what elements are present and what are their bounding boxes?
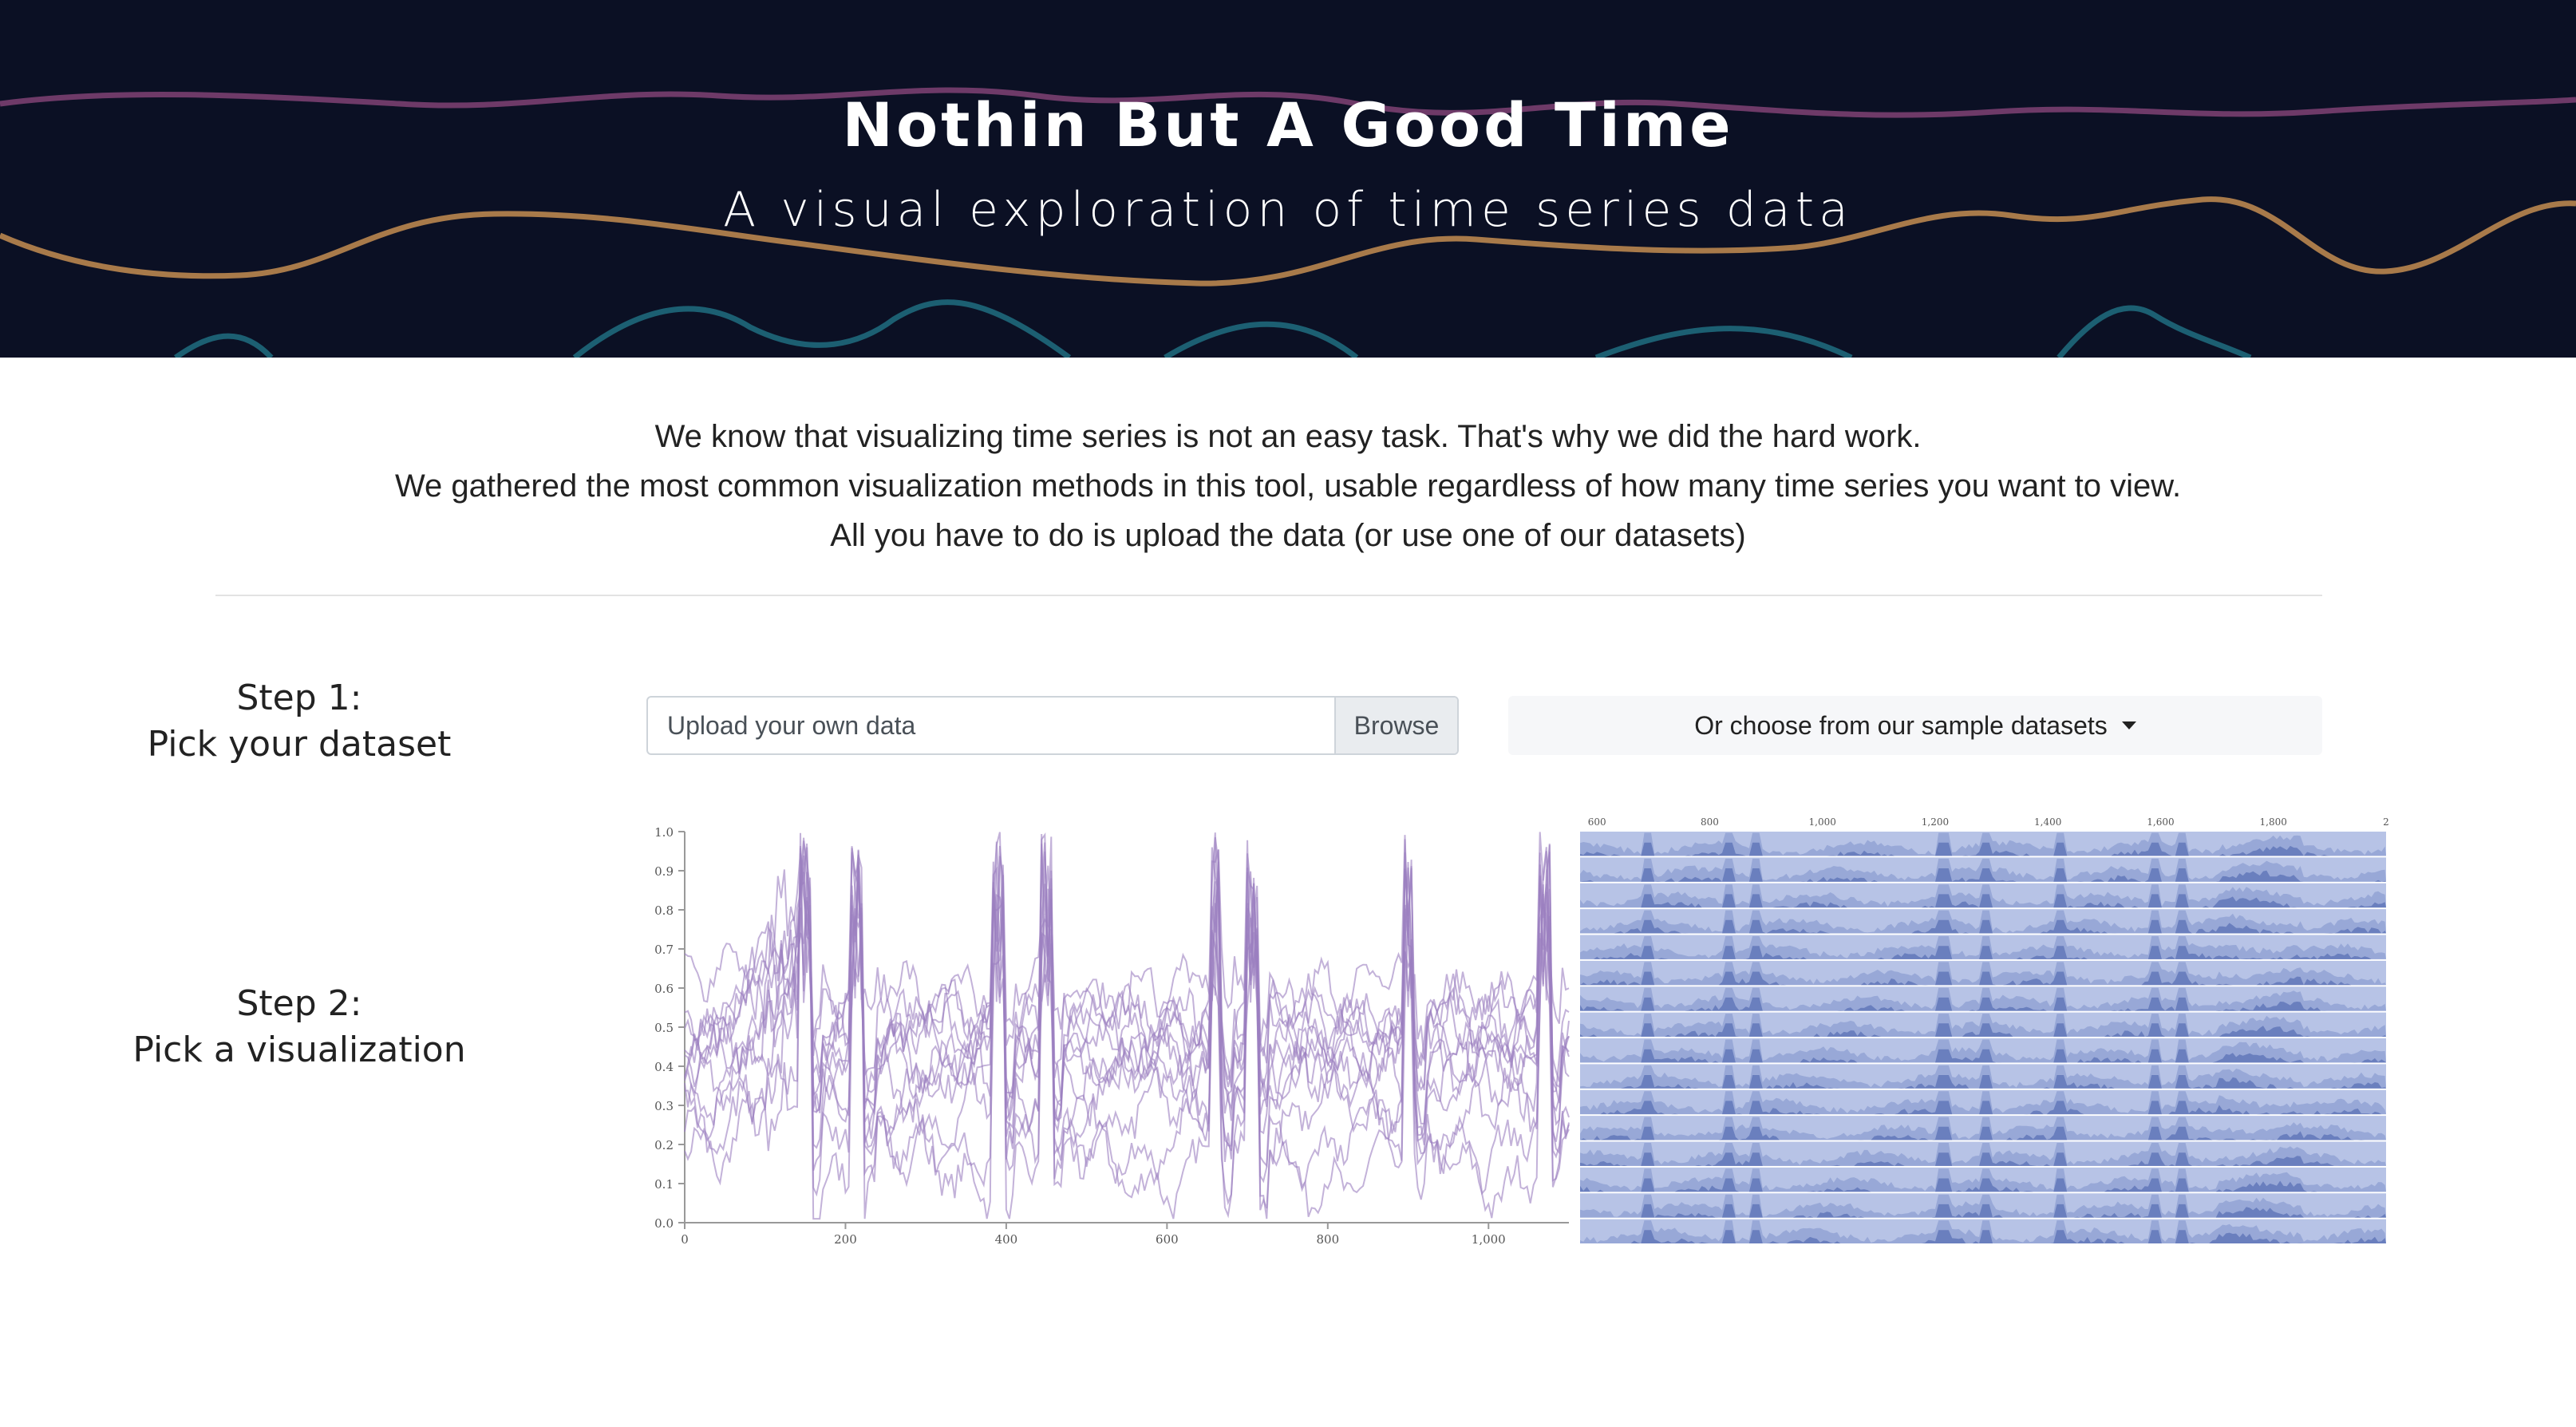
- line-series: [684, 849, 1570, 1125]
- horizon-area: [1580, 842, 2386, 856]
- line-series: [684, 832, 1570, 1126]
- page-title: Nothin But A Good Time: [842, 89, 1734, 160]
- wave-purple: [0, 87, 2576, 118]
- x-tick-label: 2: [2383, 816, 2389, 828]
- y-tick-label: 0.0: [654, 1216, 674, 1231]
- browse-button[interactable]: Browse: [1334, 698, 1457, 753]
- x-tick-label: 1,800: [2260, 816, 2287, 828]
- x-tick-label: 0: [681, 1232, 689, 1245]
- y-tick-label: 0.5: [654, 1021, 674, 1035]
- horizon-area: [1580, 946, 2386, 959]
- y-tick-label: 0.9: [654, 864, 674, 879]
- line-chart: 0.0 0.1 0.2 0.3 0.4 0.5 0.6 0.7 0.8 0.9 1.0 0 200 400…: [654, 825, 1570, 1247]
- x-tick-label: 1,200: [1922, 816, 1949, 828]
- horizon-chart-visualization[interactable]: 600 800 1,000 1,200 1,400 1,600 1,800 2: [1580, 814, 2392, 1245]
- x-tick-label: 1,400: [2034, 816, 2061, 828]
- horizon-area: [1580, 997, 2386, 1011]
- line-series: [684, 836, 1570, 1142]
- intro-line-2: We gathered the most common visualizatio…: [394, 468, 2182, 504]
- y-tick-label: 0.7: [654, 943, 674, 957]
- horizon-area: [1580, 919, 2386, 934]
- y-tick-label: 0.2: [654, 1138, 674, 1152]
- horizon-area: [1580, 1101, 2386, 1115]
- horizon-area: [1580, 1230, 2386, 1243]
- horizon-area: [1580, 1204, 2386, 1218]
- wave-orange: [0, 196, 2576, 287]
- y-tick-label: 1.0: [654, 825, 674, 840]
- x-tick-label: 1,600: [2147, 816, 2174, 828]
- horizon-chart: 600 800 1,000 1,200 1,400 1,600 1,800 2: [1580, 816, 2389, 1243]
- step-2-text: Pick a visualization: [132, 1030, 466, 1070]
- sample-datasets-label: Or choose from our sample datasets: [1694, 710, 2108, 740]
- intro-line-3: All you have to do is upload the data (o…: [830, 518, 1746, 553]
- sample-datasets-dropdown[interactable]: Or choose from our sample datasets: [1508, 696, 2322, 755]
- y-tick-label: 0.8: [654, 903, 674, 918]
- line-series: [684, 832, 1570, 1149]
- wave-teal: [173, 299, 2252, 358]
- horizon-area: [1580, 1075, 2386, 1089]
- horizon-area: [1580, 1178, 2386, 1192]
- horizon-area: [1580, 1023, 2386, 1037]
- step-1-text: Pick your dataset: [147, 724, 452, 765]
- line-series: [684, 832, 1570, 1060]
- horizon-area: [1580, 894, 2386, 908]
- line-series: [684, 832, 1570, 1197]
- line-series: [684, 839, 1570, 1220]
- step-2-label: Step 2:: [236, 983, 362, 1024]
- line-series: [684, 844, 1570, 1168]
- x-tick-label: 1,000: [1472, 1232, 1506, 1245]
- horizon-area: [1580, 1152, 2386, 1166]
- x-tick-label: 400: [995, 1232, 1018, 1245]
- section-divider: [215, 595, 2322, 596]
- x-tick-label: 1,000: [1809, 816, 1836, 828]
- caret-down-icon: [2121, 721, 2136, 729]
- upload-input[interactable]: [648, 698, 1334, 753]
- step-1-label: Step 1:: [236, 678, 362, 718]
- horizon-area: [1580, 1049, 2386, 1063]
- hero-banner: Nothin But A Good Time A visual explorat…: [0, 0, 2576, 358]
- x-tick-label: 600: [1588, 816, 1606, 828]
- intro-line-1: We know that visualizing time series is …: [654, 419, 1922, 454]
- step-1-heading: Step 1: Pick your dataset: [72, 675, 527, 768]
- horizon-area: [1580, 971, 2386, 986]
- file-upload[interactable]: Browse: [646, 696, 1459, 755]
- line-chart-visualization[interactable]: 0.0 0.1 0.2 0.3 0.4 0.5 0.6 0.7 0.8 0.9 1.0 0 200 400…: [638, 814, 1574, 1247]
- horizon-area: [1580, 1126, 2386, 1140]
- x-tick-label: 600: [1156, 1232, 1179, 1245]
- line-series: [684, 833, 1570, 1099]
- y-tick-label: 0.4: [654, 1060, 674, 1074]
- page-subtitle: A visual exploration of time series data: [723, 182, 1853, 238]
- step-2-heading: Step 2: Pick a visualization: [72, 981, 527, 1073]
- horizon-area: [1580, 868, 2386, 882]
- line-series: [684, 832, 1570, 1161]
- x-tick-label: 800: [1316, 1232, 1339, 1245]
- y-tick-label: 0.3: [654, 1099, 674, 1113]
- decorative-waves: [0, 87, 2576, 358]
- y-tick-label: 0.1: [654, 1177, 674, 1192]
- intro-text: We know that visualizing time series is …: [0, 412, 2576, 560]
- x-tick-label: 200: [834, 1232, 857, 1245]
- y-tick-label: 0.6: [654, 982, 674, 996]
- x-tick-label: 800: [1701, 816, 1719, 828]
